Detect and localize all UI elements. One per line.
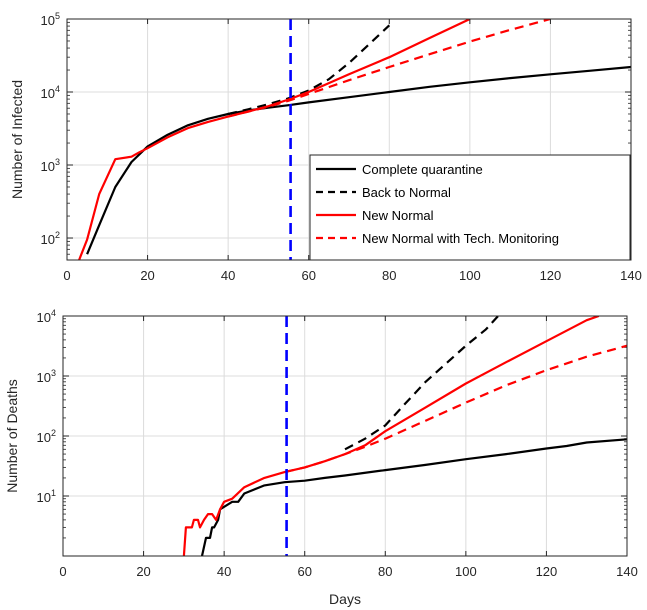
series-line-4	[227, 19, 551, 118]
x-tick-label: 60	[297, 564, 311, 579]
x-tick-label: 80	[378, 564, 392, 579]
x-tick-label: 100	[459, 268, 481, 283]
x-tick-label: 140	[616, 564, 638, 579]
series-line-2	[227, 24, 391, 116]
x-tick-label: 40	[217, 564, 231, 579]
legend: Complete quarantine Back to Normal New Nor…	[309, 154, 631, 261]
x-axis-label: Days	[329, 591, 361, 607]
x-tick-label: 20	[136, 564, 150, 579]
series-line-3	[78, 19, 471, 260]
x-tick-label: 140	[620, 268, 642, 283]
legend-box	[309, 154, 631, 261]
legend-label-2: Back to Normal	[362, 185, 451, 200]
series-line-4	[284, 344, 627, 474]
chart-panel-2: 0 20 40 60 80 100 120 140 101 102 103 104 Number of …	[4, 308, 638, 607]
chart-panel-1: 0 20 40 60 80 100 120 140 102 103 104 105 Number of …	[9, 11, 642, 283]
y-tick-label: 102	[41, 230, 60, 247]
y-tick-label: 105	[41, 11, 60, 28]
x-tick-label: 60	[301, 268, 315, 283]
x-tick-label: 20	[140, 268, 154, 283]
x-tick-label: 80	[382, 268, 396, 283]
y-axis-label: Number of Deaths	[4, 379, 20, 493]
series-line-3	[182, 316, 600, 556]
x-tick-label: 40	[221, 268, 235, 283]
x-tick-label: 120	[540, 268, 562, 283]
y-tick-label: 103	[37, 368, 56, 385]
legend-label-1: Complete quarantine	[362, 162, 483, 177]
y-tick-label: 102	[37, 428, 56, 445]
y-axis-label: Number of Infected	[9, 80, 25, 199]
y-tick-label: 103	[41, 157, 60, 174]
series-line-1	[200, 438, 627, 556]
x-tick-label: 0	[63, 268, 70, 283]
legend-label-3: New Normal	[362, 208, 434, 223]
x-tick-label: 100	[455, 564, 477, 579]
x-tick-label: 120	[536, 564, 558, 579]
series-line-2	[344, 316, 499, 451]
series-line-1	[86, 65, 631, 255]
legend-label-4: New Normal with Tech. Monitoring	[362, 231, 559, 246]
y-tick-label: 104	[41, 84, 60, 101]
y-tick-label: 104	[37, 308, 56, 325]
x-tick-label: 0	[59, 564, 66, 579]
y-tick-label: 101	[37, 488, 56, 505]
